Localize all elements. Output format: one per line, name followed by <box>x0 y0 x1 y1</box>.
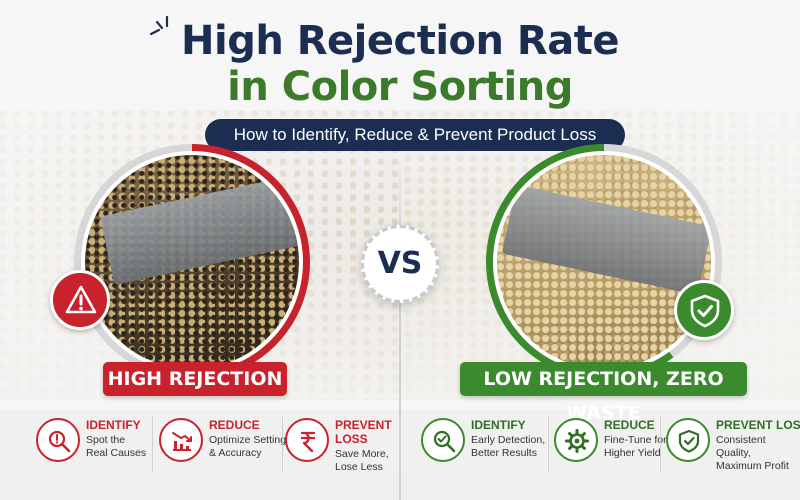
magnifier-check-icon <box>421 418 465 462</box>
high-rejection-photo <box>81 151 303 373</box>
title-line-2: in Color Sorting <box>227 64 573 110</box>
feature-body-line: Lose Less <box>335 461 383 473</box>
feature-prevent-loss-right: PREVENT LOSS Consistent Quality, Maximum… <box>666 412 800 482</box>
feature-body-line: Spot the <box>86 434 126 446</box>
low-rejection-label: LOW REJECTION, ZERO WASTE <box>460 362 747 424</box>
feature-heading: REDUCE <box>604 418 655 432</box>
chute-shape <box>501 184 711 296</box>
feature-heading: IDENTIFY <box>86 418 141 432</box>
feature-body-line: Better Results <box>471 447 537 459</box>
title-line-1: High Rejection Rate <box>181 18 619 64</box>
feature-heading: REDUCE <box>209 418 260 432</box>
rupee-icon <box>285 418 329 462</box>
declining-chart-icon <box>159 418 203 462</box>
feature-body-line: Consistent Quality, <box>716 434 766 459</box>
magnifier-alert-icon <box>36 418 80 462</box>
feature-identify-right: IDENTIFY Early Detection, Better Results <box>421 412 549 482</box>
feature-separator <box>152 416 153 472</box>
page-title: High Rejection Rate in Color Sorting <box>0 18 800 110</box>
feature-separator <box>660 416 661 472</box>
feature-heading-line: PREVENT <box>335 418 392 432</box>
feature-identify-left: IDENTIFY Spot the Real Causes <box>36 412 156 482</box>
feature-separator <box>282 416 283 472</box>
shield-check-icon <box>674 280 734 340</box>
chute-shape <box>99 174 299 286</box>
feature-body-line: Early Detection, <box>471 434 546 446</box>
subtitle-pill: How to Identify, Reduce & Prevent Produc… <box>205 119 625 151</box>
feature-prevent-loss-left: PREVENT LOSS Save More, Lose Less <box>285 412 395 482</box>
feature-reduce-right: REDUCE Fine-Tune for Higher Yield <box>554 412 667 482</box>
feature-heading: PREVENT LOSS <box>716 418 800 432</box>
feature-body: Consistent Quality, Maximum Profit <box>716 434 798 473</box>
high-rejection-ring <box>74 144 310 380</box>
center-divider <box>399 150 401 500</box>
feature-body-line: & Accuracy <box>209 447 262 459</box>
feature-body-line: Save More, <box>335 448 389 460</box>
feature-body-line: Maximum Profit <box>716 460 789 472</box>
feature-body-line: Higher Yield <box>604 447 661 459</box>
high-rejection-label: HIGH REJECTION <box>103 362 287 396</box>
feature-body-line: Fine-Tune for <box>604 434 667 446</box>
feature-heading: IDENTIFY <box>471 418 526 432</box>
feature-heading: PREVENT LOSS <box>335 418 392 446</box>
shield-check-icon <box>666 418 710 462</box>
low-rejection-ring <box>486 144 722 380</box>
feature-body: Optimize Settings & Accuracy <box>209 434 319 460</box>
feature-heading-line: LOSS <box>335 432 368 446</box>
warning-triangle-icon <box>50 270 110 330</box>
feature-reduce-left: REDUCE Optimize Settings & Accuracy <box>159 412 291 482</box>
low-rejection-photo <box>493 151 715 373</box>
feature-separator <box>548 416 549 472</box>
feature-body-line: Real Causes <box>86 447 147 459</box>
feature-body: Fine-Tune for Higher Yield <box>604 434 714 460</box>
sparkle-icon <box>149 15 169 36</box>
feature-body: Spot the Real Causes <box>86 434 196 460</box>
feature-body-line: Optimize Settings <box>209 434 292 446</box>
feature-body: Save More, Lose Less <box>335 448 445 474</box>
feature-body: Early Detection, Better Results <box>471 434 581 460</box>
vs-badge: VS <box>361 225 439 303</box>
gear-icon <box>554 418 598 462</box>
